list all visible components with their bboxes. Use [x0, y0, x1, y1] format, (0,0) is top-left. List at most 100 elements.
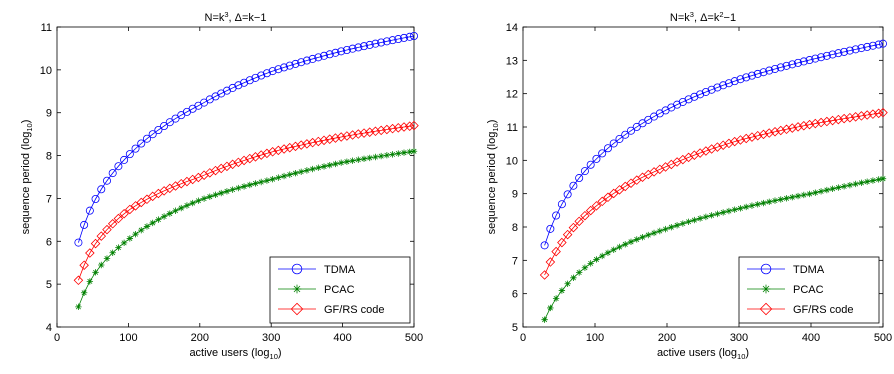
- data-point: [388, 36, 397, 45]
- data-point: [857, 44, 866, 53]
- data-point: [627, 238, 635, 246]
- data-point: [650, 229, 658, 237]
- data-point: [545, 257, 556, 267]
- x-axis-label-text: active users (log: [189, 347, 269, 359]
- y-axis-label-text: sequence period (log: [20, 132, 32, 235]
- data-point: [569, 181, 578, 190]
- data-point: [120, 239, 128, 247]
- x-tick-label: 100: [119, 332, 137, 344]
- data-point: [296, 140, 306, 150]
- data-point: [291, 59, 300, 68]
- data-point: [85, 206, 94, 215]
- legend-item: TDMA: [278, 263, 356, 276]
- data-point: [752, 130, 763, 141]
- data-point: [766, 198, 773, 206]
- data-point: [262, 148, 272, 159]
- data-point: [303, 167, 311, 174]
- data-point: [719, 209, 727, 216]
- data-point: [108, 169, 117, 178]
- data-point: [603, 144, 612, 153]
- y-tick-label: 7: [512, 255, 518, 267]
- data-point: [308, 54, 317, 63]
- data-point: [377, 152, 385, 160]
- data-point: [365, 40, 374, 49]
- data-point: [730, 77, 739, 86]
- data-point: [575, 269, 583, 276]
- legend-box: [738, 256, 880, 324]
- data-point: [794, 58, 803, 67]
- data-point: [267, 147, 278, 157]
- data-point: [701, 87, 710, 96]
- title-part: −1: [724, 12, 737, 24]
- title-part: N=k: [205, 12, 225, 24]
- data-point: [812, 189, 819, 196]
- data-point: [868, 41, 877, 50]
- series-pcac: [541, 175, 887, 323]
- data-point: [706, 144, 717, 154]
- legend-item: GF/RS code: [278, 302, 385, 316]
- data-point: [399, 122, 409, 132]
- data-point: [816, 117, 826, 128]
- data-point: [143, 223, 151, 230]
- data-point: [804, 119, 815, 130]
- data-point: [240, 183, 248, 190]
- data-point: [829, 185, 836, 193]
- data-point: [320, 163, 328, 170]
- data-point: [410, 148, 418, 155]
- chart-title: N=k3, Δ=k−1: [205, 10, 267, 24]
- data-point: [789, 193, 796, 201]
- data-point: [758, 129, 769, 140]
- data-point: [604, 249, 612, 256]
- data-point: [783, 195, 790, 202]
- data-point: [292, 169, 299, 177]
- data-point: [389, 151, 396, 158]
- data-point: [171, 114, 180, 123]
- data-point: [103, 255, 111, 262]
- chart-title: N=k3, Δ=k2−1: [670, 10, 736, 24]
- y-tick-label: 5: [512, 322, 518, 334]
- y-tick-label: 6: [512, 289, 518, 301]
- legend-item: TDMA: [747, 263, 825, 276]
- data-point: [96, 231, 107, 241]
- x-axis-label: active users (log10): [657, 347, 749, 361]
- x-tick-label: 300: [262, 332, 280, 344]
- data-point: [349, 157, 356, 164]
- data-point: [879, 39, 888, 48]
- data-point: [851, 45, 860, 54]
- data-point: [200, 195, 208, 202]
- data-point: [370, 126, 381, 137]
- data-point: [382, 124, 392, 135]
- data-point: [343, 158, 351, 165]
- legend-item: GF/RS code: [747, 302, 854, 316]
- data-point: [585, 205, 596, 216]
- data-point: [382, 37, 391, 46]
- data-point: [337, 47, 346, 56]
- data-point: [86, 278, 94, 285]
- y-tick-label: 8: [46, 151, 52, 163]
- x-axis-label-subscript: 10: [737, 352, 745, 361]
- legend-label: GF/RS code: [324, 304, 385, 316]
- data-point: [541, 316, 548, 323]
- data-point: [228, 83, 237, 92]
- data-point: [359, 128, 369, 138]
- data-point: [770, 126, 780, 137]
- data-point: [337, 159, 345, 166]
- data-point: [725, 207, 733, 215]
- x-axis-label: active users (log10): [189, 347, 281, 361]
- series-tdma: [74, 32, 418, 247]
- data-point: [771, 64, 780, 73]
- data-point: [85, 248, 95, 258]
- legend-marker: [760, 263, 772, 275]
- data-point: [856, 111, 867, 121]
- x-tick-label: 500: [874, 332, 892, 344]
- data-point: [587, 260, 594, 267]
- x-axis-label-text: active users (log: [657, 347, 737, 359]
- plot-frame: [56, 26, 415, 328]
- data-point: [696, 215, 704, 222]
- chart-panel-2: N=k3, Δ=k2−1 0 100 200 300 400 500 5 6 7 8 9 10 11 12 1…: [486, 10, 892, 361]
- data-point: [760, 199, 767, 207]
- series-gf-rs-code: [73, 120, 419, 286]
- data-point: [839, 113, 849, 124]
- data-point: [371, 39, 380, 48]
